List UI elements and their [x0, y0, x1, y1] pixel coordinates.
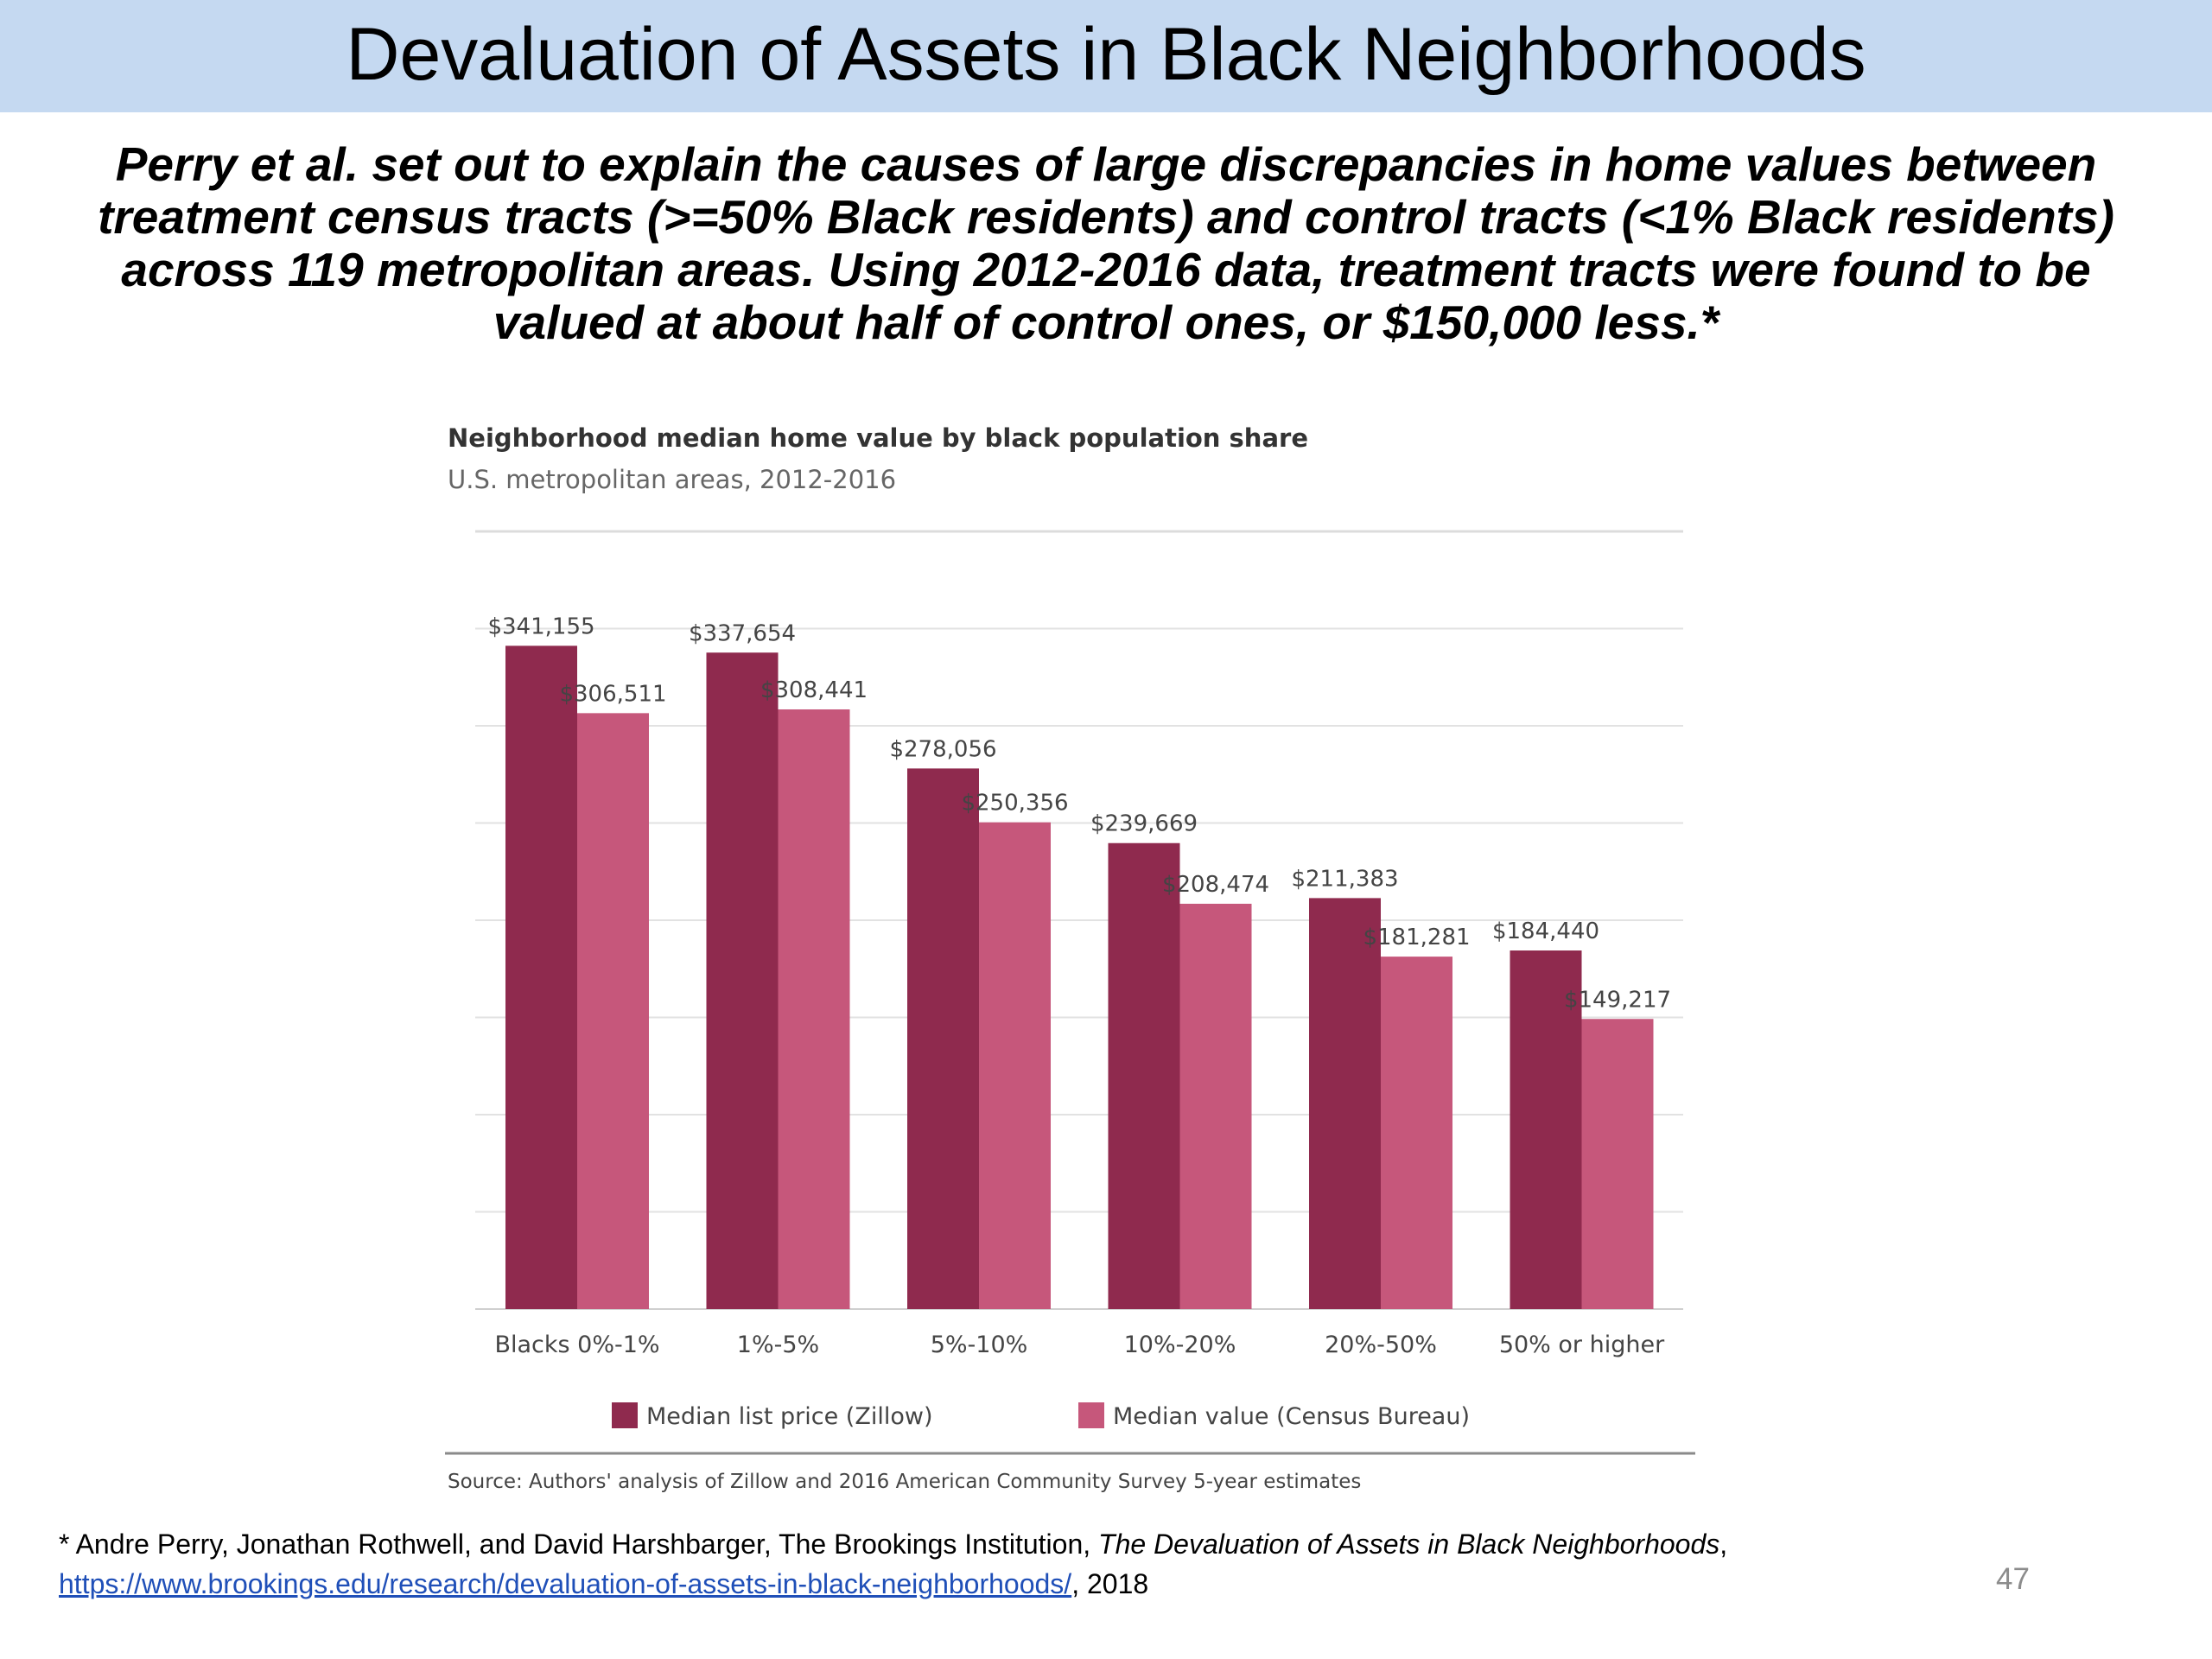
footnote-link[interactable]: https://www.brookings.edu/research/deval… [59, 1568, 1072, 1599]
category-label: 1%-5% [737, 1332, 819, 1358]
bar [1510, 950, 1582, 1309]
bar [1108, 842, 1180, 1309]
category-label: Blacks 0%-1% [494, 1332, 659, 1358]
chart-source: Source: Authors' analysis of Zillow and … [448, 1471, 1361, 1493]
footnote-report-title: The Devaluation of Assets in Black Neigh… [1098, 1529, 1720, 1560]
chart-subtitle: U.S. metropolitan areas, 2012-2016 [448, 465, 897, 494]
data-label: $308,441 [760, 677, 868, 703]
bar [778, 709, 850, 1309]
bar [1381, 957, 1452, 1309]
data-label: $337,654 [689, 620, 796, 646]
data-label: $278,056 [889, 736, 996, 762]
footnote-comma: , [1719, 1529, 1728, 1560]
category-label: 20%-50% [1325, 1332, 1437, 1358]
bar [577, 713, 649, 1309]
chart-title: Neighborhood median home value by black … [448, 423, 1308, 453]
data-label: $208,474 [1162, 872, 1269, 898]
legend-swatch [1078, 1402, 1104, 1428]
data-label: $239,669 [1090, 811, 1198, 837]
legend-swatch [612, 1402, 638, 1428]
bar [1179, 903, 1252, 1309]
bar [706, 652, 779, 1309]
slide-title: Devaluation of Assets in Black Neighborh… [346, 13, 1866, 96]
category-label: 5%-10% [931, 1332, 1028, 1358]
bar [979, 822, 1051, 1309]
category-label: 10%-20% [1124, 1332, 1236, 1358]
legend-label: Median list price (Zillow) [646, 1403, 932, 1430]
footnote: * Andre Perry, Jonathan Rothwell, and Da… [59, 1524, 2046, 1604]
data-label: $184,440 [1492, 918, 1599, 944]
page-number: 47 [1996, 1562, 2030, 1596]
footnote-authors: * Andre Perry, Jonathan Rothwell, and Da… [59, 1529, 1099, 1560]
data-label: $306,511 [559, 681, 666, 707]
bar [1581, 1019, 1654, 1309]
legend-label: Median value (Census Bureau) [1113, 1403, 1470, 1430]
data-label: $181,281 [1363, 925, 1470, 950]
data-label: $341,155 [487, 613, 594, 639]
data-label: $250,356 [961, 791, 1068, 817]
bar [1309, 898, 1381, 1309]
footnote-year: , 2018 [1071, 1568, 1149, 1599]
data-label: $149,217 [1564, 987, 1671, 1013]
category-label: 50% or higher [1499, 1332, 1665, 1358]
title-bar [0, 0, 2212, 112]
data-label: $211,383 [1291, 866, 1398, 892]
intro-paragraph: Perry et al. set out to explain the caus… [98, 137, 2114, 349]
bar [505, 645, 577, 1309]
bar [907, 768, 979, 1309]
